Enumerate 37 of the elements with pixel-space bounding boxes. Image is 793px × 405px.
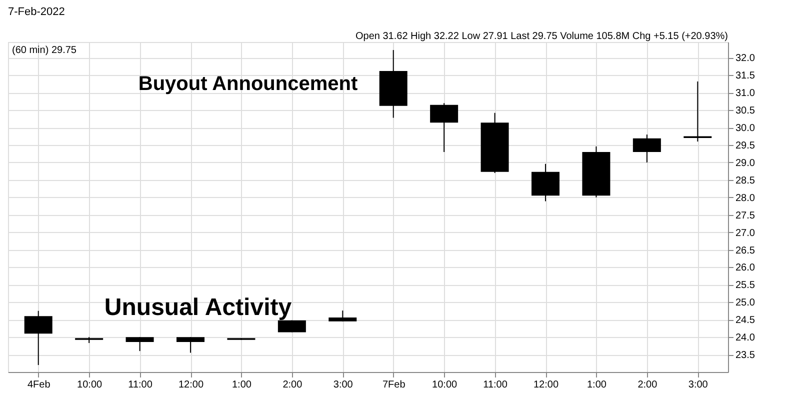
x-tick-label: 3:00 — [333, 380, 354, 390]
x-tick-label: 2:00 — [638, 380, 658, 390]
text: Open 31.62 High 32.22 Low 27.91 Last 29.75 Volume 105.8M Chg +5.15 (+20.93%) — [356, 31, 728, 42]
chart-title: 7-Feb-2022 — [8, 6, 65, 18]
y-tick-label: 24.5 — [736, 315, 756, 326]
y-tick-label: 27.0 — [736, 228, 756, 239]
x-tick-label: 1:00 — [232, 380, 252, 390]
y-tick-label: 29.0 — [736, 158, 756, 169]
x-tick-label: 12:00 — [533, 380, 559, 390]
y-tick-label: 26.0 — [736, 262, 756, 274]
y-tick-label: 26.5 — [736, 245, 756, 256]
annotation: (60 min) 29.75 — [12, 45, 77, 56]
x-tick-label: 2:00 — [282, 380, 303, 390]
y-tick-label: 27.5 — [736, 210, 756, 222]
y-tick-label: 32.0 — [736, 53, 756, 64]
y-tick-label: 31.0 — [736, 88, 756, 100]
y-tick-label: 25.0 — [736, 298, 756, 309]
y-tick-label: 29.5 — [736, 140, 756, 152]
y-tick-label: 30.0 — [736, 123, 756, 134]
x-tick-label: 12:00 — [178, 380, 204, 390]
x-tick-label: 10:00 — [432, 380, 458, 390]
y-tick-label: 28.0 — [736, 192, 756, 204]
x-tick-label: 1:00 — [586, 380, 607, 390]
x-tick-label: 7Feb — [382, 380, 406, 390]
y-tick-label: 28.5 — [736, 175, 756, 186]
x-tick-label: 11:00 — [128, 380, 153, 390]
x-tick-label: 11:00 — [483, 380, 508, 390]
y-tick-label: 24.0 — [736, 332, 756, 344]
annotation: Buyout Announcement — [138, 73, 358, 95]
y-tick-label: 31.5 — [736, 70, 756, 82]
x-tick-label: 3:00 — [688, 380, 708, 390]
annotation: Unusual Activity — [104, 294, 292, 321]
y-tick-label: 25.5 — [736, 280, 756, 292]
y-tick-label: 23.5 — [736, 350, 756, 362]
y-tick-label: 30.5 — [736, 106, 756, 117]
x-tick-label: 4Feb — [27, 380, 51, 390]
x-tick-label: 10:00 — [77, 380, 103, 390]
